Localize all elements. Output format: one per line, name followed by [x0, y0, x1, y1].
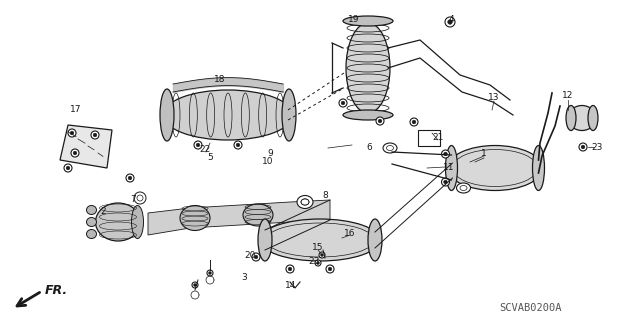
- Circle shape: [341, 101, 345, 105]
- Circle shape: [288, 267, 292, 271]
- Text: 20: 20: [244, 251, 256, 261]
- Circle shape: [73, 151, 77, 155]
- Circle shape: [209, 272, 211, 274]
- Circle shape: [128, 176, 132, 180]
- Circle shape: [448, 20, 452, 24]
- Circle shape: [444, 180, 447, 184]
- Ellipse shape: [258, 219, 272, 261]
- Ellipse shape: [260, 219, 380, 261]
- Text: 13: 13: [488, 93, 500, 101]
- Ellipse shape: [456, 183, 470, 193]
- Bar: [418, 130, 440, 146]
- Circle shape: [254, 255, 258, 259]
- Ellipse shape: [346, 23, 390, 113]
- Text: 7: 7: [130, 195, 136, 204]
- Circle shape: [315, 260, 321, 266]
- Circle shape: [410, 118, 418, 126]
- Ellipse shape: [566, 106, 576, 130]
- Circle shape: [68, 129, 76, 137]
- Circle shape: [64, 164, 72, 172]
- Ellipse shape: [131, 205, 143, 239]
- Circle shape: [70, 131, 74, 135]
- Ellipse shape: [86, 205, 97, 214]
- Ellipse shape: [163, 90, 293, 140]
- Text: SCVAB0200A: SCVAB0200A: [499, 303, 561, 313]
- Text: 23: 23: [591, 143, 603, 152]
- Circle shape: [317, 262, 319, 264]
- Ellipse shape: [243, 204, 273, 226]
- Text: 2: 2: [100, 207, 106, 217]
- Circle shape: [581, 145, 585, 149]
- Ellipse shape: [86, 229, 97, 239]
- Ellipse shape: [532, 145, 545, 190]
- Circle shape: [321, 254, 323, 256]
- Text: 5: 5: [207, 153, 213, 162]
- Text: 12: 12: [563, 92, 573, 100]
- Text: 6: 6: [366, 143, 372, 152]
- Ellipse shape: [160, 89, 174, 141]
- Circle shape: [196, 143, 200, 147]
- Text: 18: 18: [214, 75, 226, 84]
- Text: 1: 1: [481, 149, 487, 158]
- Ellipse shape: [368, 219, 382, 261]
- Circle shape: [252, 253, 260, 261]
- Ellipse shape: [95, 203, 141, 241]
- Text: 8: 8: [322, 191, 328, 201]
- Text: 14: 14: [285, 281, 297, 291]
- Circle shape: [339, 99, 347, 107]
- Circle shape: [412, 120, 416, 124]
- Circle shape: [326, 265, 334, 273]
- Circle shape: [234, 141, 242, 149]
- Circle shape: [445, 17, 455, 27]
- Circle shape: [328, 267, 332, 271]
- Circle shape: [378, 119, 382, 123]
- Circle shape: [194, 284, 196, 286]
- Circle shape: [194, 141, 202, 149]
- Circle shape: [376, 117, 384, 125]
- Ellipse shape: [282, 89, 296, 141]
- Text: 19: 19: [348, 14, 360, 24]
- Circle shape: [286, 265, 294, 273]
- Text: 3: 3: [241, 273, 247, 283]
- Ellipse shape: [568, 106, 596, 130]
- Circle shape: [66, 166, 70, 170]
- Circle shape: [192, 282, 198, 288]
- Ellipse shape: [297, 196, 313, 209]
- Text: 9: 9: [267, 150, 273, 159]
- Text: 4: 4: [448, 14, 454, 24]
- Circle shape: [126, 174, 134, 182]
- Text: 17: 17: [70, 105, 82, 114]
- Text: 11: 11: [444, 164, 455, 173]
- Circle shape: [442, 150, 449, 158]
- Circle shape: [319, 252, 325, 258]
- Circle shape: [207, 270, 213, 276]
- Ellipse shape: [383, 143, 397, 153]
- Text: 10: 10: [262, 158, 274, 167]
- Text: 21: 21: [432, 133, 444, 143]
- Ellipse shape: [86, 218, 97, 226]
- Circle shape: [93, 133, 97, 137]
- Ellipse shape: [343, 110, 393, 120]
- Circle shape: [236, 143, 240, 147]
- Circle shape: [442, 178, 449, 186]
- Ellipse shape: [445, 145, 458, 190]
- Text: 23: 23: [308, 257, 320, 266]
- Text: 15: 15: [312, 243, 324, 253]
- Text: 16: 16: [344, 228, 356, 238]
- Ellipse shape: [180, 205, 210, 231]
- Circle shape: [91, 131, 99, 139]
- Circle shape: [444, 152, 447, 156]
- Circle shape: [134, 192, 146, 204]
- Ellipse shape: [588, 106, 598, 130]
- Polygon shape: [148, 200, 330, 235]
- Ellipse shape: [343, 16, 393, 26]
- Text: FR.: FR.: [45, 285, 68, 298]
- Ellipse shape: [447, 145, 543, 190]
- Polygon shape: [60, 125, 112, 168]
- Circle shape: [71, 149, 79, 157]
- Text: 22: 22: [200, 145, 211, 153]
- Circle shape: [579, 143, 587, 151]
